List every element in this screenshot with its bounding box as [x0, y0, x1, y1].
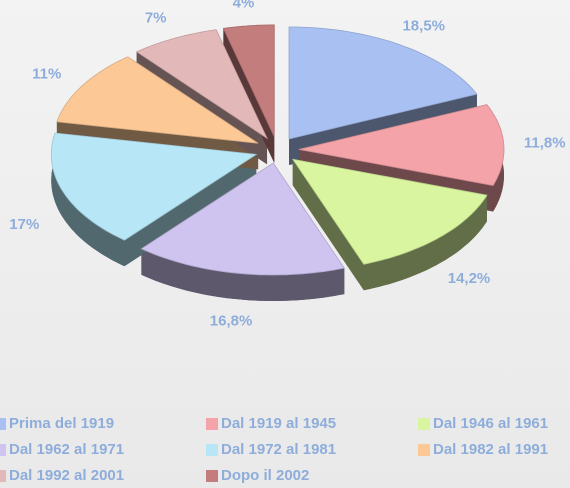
legend-label: Dopo il 2002: [221, 467, 309, 484]
slice: [56, 56, 259, 144]
legend-marker: [0, 444, 6, 456]
legend-label: Dal 1972 al 1981: [221, 441, 336, 458]
slice-wall: [292, 159, 364, 291]
slice-rim: [363, 195, 487, 291]
data-label: 18,5%: [402, 17, 445, 34]
slice: [291, 158, 488, 265]
data-label: 17%: [9, 216, 39, 233]
legend-label: Dal 1946 al 1961: [433, 415, 548, 432]
data-label: 7%: [145, 9, 167, 26]
legend-label: Dal 1962 al 1971: [9, 441, 124, 458]
slice-rim: [141, 248, 345, 301]
data-label: 11,8%: [524, 135, 566, 152]
slice: [50, 132, 258, 241]
slice: [288, 26, 478, 140]
legend-marker: [206, 470, 218, 482]
slice-rim: [51, 133, 125, 267]
legend-marker: [206, 418, 218, 430]
legend-label: Dal 1982 al 1991: [433, 441, 548, 458]
legend-label: Dal 1919 al 1945: [221, 415, 336, 432]
legend-marker: [418, 418, 430, 430]
legend-label: Prima del 1919: [9, 415, 114, 432]
slice: [140, 162, 345, 276]
slice: [222, 24, 275, 138]
legend-marker: [0, 470, 6, 482]
legend-marker: [418, 444, 430, 456]
legend-label: Dal 1992 al 2001: [9, 467, 124, 484]
slice: [298, 104, 505, 186]
legend-marker: [206, 444, 218, 456]
slice: [135, 29, 269, 140]
data-label: 14,2%: [448, 270, 491, 287]
data-label: 11%: [32, 65, 61, 82]
legend-marker: [0, 418, 6, 430]
data-label: 4%: [233, 0, 255, 12]
data-label: 16,8%: [210, 312, 253, 329]
